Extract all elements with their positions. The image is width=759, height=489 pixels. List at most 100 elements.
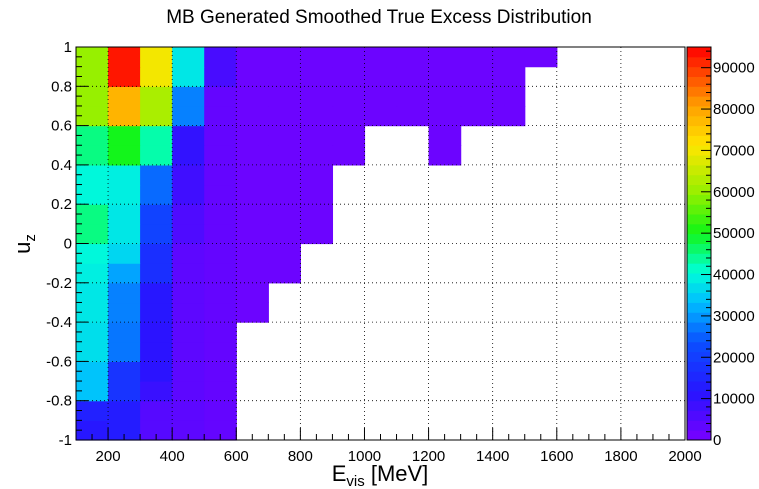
heatmap-cell [268,243,301,264]
color-scale-band [687,145,711,156]
heatmap-cell [108,361,141,382]
heatmap-cell [204,400,237,421]
heatmap-cell [108,184,141,205]
heatmap-cell [76,145,109,166]
color-scale-band [687,371,711,382]
heatmap-cell [172,420,205,441]
heatmap-cell [300,66,334,87]
x-tick-label: 1200 [412,448,445,465]
heatmap-cell [236,164,269,186]
heatmap-cell [268,263,301,284]
heatmap-cell [204,145,237,166]
heatmap-cell [204,223,237,245]
heatmap-cell [108,381,141,402]
heatmap-cell [172,341,205,362]
x-tick-label: 400 [160,448,185,465]
color-scale-band [687,331,711,343]
heatmap-cell [300,105,334,127]
y-tick-label: 0.6 [51,118,72,135]
heatmap-cell [140,125,173,146]
heatmap-cell [204,86,237,107]
color-scale-band [687,184,711,195]
heatmap-cell [108,47,141,68]
color-scale-band [687,214,711,225]
heatmap-cell [108,223,141,245]
y-tick-label: 0 [64,236,72,253]
heatmap-cell [300,47,334,68]
heatmap-cell [268,164,301,186]
heatmap-cell [492,66,526,87]
y-tick-label: 0.2 [51,196,72,213]
heatmap-cell [140,223,173,245]
heatmap-cell [108,125,141,146]
heatmap-cell [236,282,269,304]
heatmap-cell [76,302,109,323]
color-scale-band [687,47,711,58]
heatmap-cell [172,282,205,304]
heatmap-cell [332,66,366,87]
heatmap-cell [76,282,109,304]
y-axis-label: uz [10,234,39,254]
color-scale-band [687,194,711,205]
heatmap-cell [76,66,109,87]
heatmap-cell [236,184,269,205]
heatmap-cell [204,47,237,68]
heatmap-cell [140,66,173,87]
heatmap-cell [172,66,205,87]
heatmap-cell [332,47,366,68]
heatmap-cell [76,381,109,402]
heatmap-cell [108,322,141,343]
chart-title: MB Generated Smoothed True Excess Distri… [166,7,592,28]
heatmap-cell [268,86,301,107]
heatmap-cell [300,164,334,186]
heatmap-cell [108,243,141,264]
heatmap-cell [268,204,301,225]
heatmap-cell [268,125,301,146]
heatmap-cell [236,66,269,87]
color-scale-band [687,410,711,421]
z-tick-label: 40000 [713,267,755,284]
heatmap-cell [76,184,109,205]
heatmap-cell [76,341,109,362]
heatmap-cell [172,400,205,421]
color-scale-band [687,174,711,186]
heatmap-cell [268,145,301,166]
heatmap-cell [108,263,141,284]
heatmap-cell [172,125,205,146]
x-axis-label-sub: vis [346,473,364,489]
x-tick-label: 600 [224,448,249,465]
heatmap-cell [236,105,269,127]
z-tick-label: 20000 [713,349,755,366]
z-tick-label: 10000 [713,391,755,408]
heatmap-cell [172,223,205,245]
color-scale-band [687,125,711,136]
heatmap-cell [76,105,109,127]
heatmap-cell [140,381,173,402]
color-scale-band [687,56,711,68]
heatmap-cell [140,341,173,362]
heatmap-cell [204,105,237,127]
heatmap-cell [236,125,269,146]
heatmap-cell [172,204,205,225]
color-scale-band [687,420,711,431]
color-scale-band [687,263,711,274]
heatmap-cell [268,184,301,205]
heatmap-cell [140,322,173,343]
color-scale-band [687,312,711,323]
heatmap-cell [204,420,237,441]
heatmap-cell [204,164,237,186]
color-scale-band [687,282,711,294]
color-scale-band [687,351,711,362]
color-scale-band [687,155,711,166]
heatmap-cell [76,400,109,421]
heatmap-cell [204,302,237,323]
z-tick-label: 0 [713,432,721,449]
heatmap-cell [460,86,494,107]
heatmap-cell [140,105,173,127]
heatmap-cell [172,47,205,68]
heatmap-cell [204,341,237,362]
heatmap-cell [396,86,430,107]
heatmap-cell [268,66,301,87]
x-axis-ticks: 200 400 600 800 1000 1200 1400 1600 1800 2000 [75,428,702,465]
